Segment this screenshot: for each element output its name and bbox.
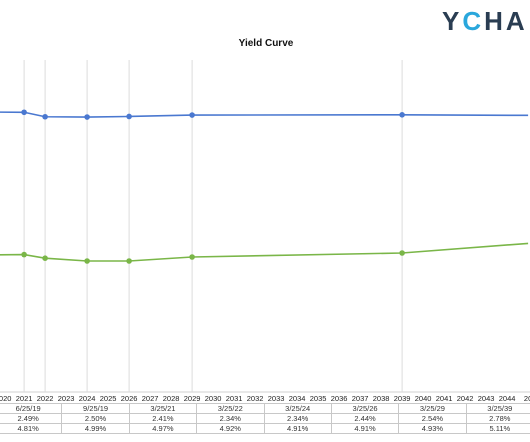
table-cell: 9/25/19: [61, 403, 130, 414]
x-tick-label: 2044: [499, 394, 516, 403]
series-point-1: [42, 113, 48, 120]
x-tick-label: 2034: [289, 394, 306, 403]
x-tick-label: 2040: [415, 394, 432, 403]
table-cell: 2.44%: [330, 413, 400, 424]
x-tick-label: 20: [524, 394, 530, 403]
table-cell: 2.78%: [465, 413, 530, 424]
x-tick-label: 2029: [184, 394, 201, 403]
series-point-2: [21, 251, 27, 258]
table-cell: 2.34%: [196, 413, 265, 424]
ycharts-logo: YCHA: [442, 6, 528, 37]
table-row: 2.49% 2.50% 2.41% 2.34% 2.34% 2.44% 2.54% 2.78%: [0, 413, 530, 424]
x-tick-label: 2035: [310, 394, 327, 403]
yield-data-table: 6/25/19 9/25/19 3/25/21 3/25/22 3/25/24 3/25/…: [0, 403, 530, 434]
table-cell: 4.91%: [330, 423, 400, 434]
table-cell: 2.41%: [128, 413, 198, 424]
x-tick-label: 2025: [100, 394, 117, 403]
x-tick-label: 2041: [436, 394, 453, 403]
x-tick-label: 2027: [142, 394, 159, 403]
series-point-1: [84, 114, 90, 120]
x-tick-label: 2022: [37, 394, 54, 403]
table-cell: 4.81%: [0, 423, 63, 434]
x-tick-label: 2037: [352, 394, 369, 403]
table-cell: 3/25/26: [330, 403, 400, 414]
table-cell: 4.97%: [128, 423, 198, 434]
x-tick-label: 2030: [205, 394, 222, 403]
table-cell: 4.92%: [196, 423, 265, 434]
table-cell: 3/25/24: [263, 403, 332, 414]
table-cell: 2.50%: [61, 413, 130, 424]
table-cell: 4.99%: [61, 423, 130, 434]
series-point-1: [189, 112, 195, 118]
series-line-1: [0, 111, 529, 118]
table-cell: 3/25/29: [398, 403, 467, 414]
x-tick-label: 2043: [478, 394, 495, 403]
table-cell: 6/25/19: [0, 403, 63, 414]
table-cell: 2.49%: [0, 413, 63, 424]
x-tick-label: 2033: [268, 394, 285, 403]
table-cell: 3/25/39: [465, 403, 530, 414]
x-tick-label: 2021: [16, 394, 33, 403]
x-tick-label: 2038: [373, 394, 390, 403]
series-point-2: [84, 258, 90, 264]
table-row: 6/25/19 9/25/19 3/25/21 3/25/22 3/25/24 3/25/…: [0, 403, 530, 414]
series-point-2: [126, 258, 132, 264]
x-tick-label: 2036: [331, 394, 348, 403]
table-cell: 4.93%: [398, 423, 467, 434]
x-tick-label: 2026: [121, 394, 138, 403]
table-cell: 5.11%: [465, 423, 530, 434]
series-point-1: [21, 109, 27, 116]
table-row: 4.81% 4.99% 4.97% 4.92% 4.91% 4.91% 4.93% 5.11%: [0, 423, 530, 434]
logo-rest: HA: [484, 6, 528, 36]
series-point-2: [399, 250, 405, 256]
x-tick-label: 2032: [247, 394, 264, 403]
series-line-2: [0, 242, 529, 262]
x-tick-label: 2042: [457, 394, 474, 403]
series-point-2: [42, 255, 48, 261]
x-tick-label: 2031: [226, 394, 243, 403]
table-cell: 3/25/21: [128, 403, 198, 414]
table-cell: 2.54%: [398, 413, 467, 424]
table-cell: 4.91%: [263, 423, 332, 434]
series-point-1: [126, 113, 132, 120]
series-point-1: [399, 112, 405, 118]
logo-y: Y: [442, 6, 463, 36]
logo-c: C: [462, 6, 485, 36]
x-tick-label: 2024: [79, 394, 96, 403]
table-cell: 2.34%: [263, 413, 332, 424]
x-tick-label: 2023: [58, 394, 75, 403]
chart-title: Yield Curve: [238, 38, 294, 49]
x-tick-label: 2039: [394, 394, 411, 403]
table-cell: 3/25/22: [196, 403, 265, 414]
x-tick-label: 2028: [163, 394, 180, 403]
series-point-2: [189, 254, 195, 260]
